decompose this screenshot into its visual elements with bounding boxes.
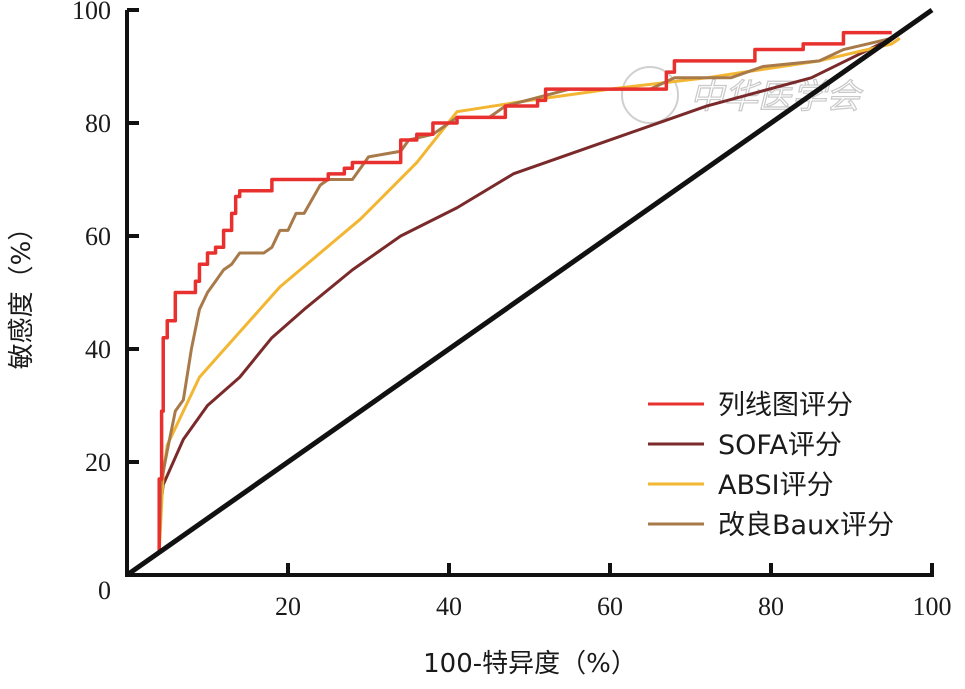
watermark-text: 中华医学会 [690, 77, 864, 117]
reference-diagonal-line [125, 7, 934, 578]
watermark: 中华医学会 [621, 66, 865, 124]
x-tick-label: 40 [436, 592, 462, 621]
y-ticks: 0 20 40 60 80 100 [72, 0, 139, 605]
series-line-1 [157, 36, 893, 519]
legend-label: 改良Baux评分 [718, 510, 894, 541]
y-tick-label: 0 [98, 576, 111, 605]
x-axis-title: 100-特异度（%） [423, 649, 637, 679]
axes: 0 20 40 60 80 100 20 40 60 80 100 [72, 0, 952, 621]
y-tick-label: 100 [72, 0, 111, 25]
x-tick-label: 80 [758, 592, 784, 621]
x-ticks: 20 40 60 80 100 [275, 563, 952, 621]
series-layer [157, 30, 901, 553]
series-line-0 [157, 30, 892, 553]
x-tick-label: 20 [275, 592, 301, 621]
y-tick-label: 20 [85, 448, 111, 477]
legend-label: 列线图评分 [718, 390, 853, 421]
legend-label: ABSI评分 [718, 470, 834, 501]
y-tick-label: 60 [85, 222, 111, 251]
x-tick-label: 100 [913, 592, 952, 621]
legend-label: SOFA评分 [718, 430, 842, 461]
series-line-3 [157, 36, 893, 553]
y-tick-label: 80 [85, 109, 111, 138]
y-axis-title: 敏感度（%） [7, 215, 37, 370]
x-tick-label: 60 [597, 592, 623, 621]
y-tick-label: 40 [85, 335, 111, 364]
watermark-seal-icon [621, 66, 679, 124]
series-line-2 [157, 37, 901, 553]
